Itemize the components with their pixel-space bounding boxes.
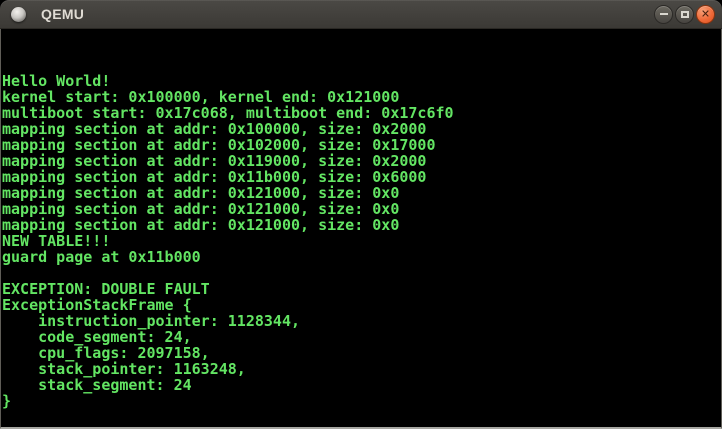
minimize-button[interactable]: [654, 4, 673, 24]
terminal-line: stack_pointer: 1163248,: [2, 360, 246, 378]
terminal-line: instruction_pointer: 1128344,: [2, 312, 301, 330]
terminal-line: mapping section at addr: 0x119000, size:…: [2, 152, 427, 170]
terminal-line: mapping section at addr: 0x11b000, size:…: [2, 168, 427, 186]
terminal-output: Hello World! kernel start: 0x100000, kern…: [1, 73, 721, 409]
minimize-icon: [659, 13, 668, 15]
terminal-line: code_segment: 24,: [2, 328, 192, 346]
terminal-line: [1, 265, 721, 281]
titlebar[interactable]: QEMU ✕: [0, 0, 722, 29]
close-icon: ✕: [700, 7, 711, 20]
maximize-icon: [680, 10, 689, 18]
terminal-line: mapping section at addr: 0x121000, size:…: [2, 216, 400, 234]
terminal-line: }: [2, 392, 12, 410]
terminal-line: multiboot start: 0x17c068, multiboot end…: [2, 104, 454, 122]
terminal-line: ExceptionStackFrame {: [2, 296, 192, 314]
terminal-screen[interactable]: Hello World! kernel start: 0x100000, kern…: [0, 29, 722, 429]
terminal-line: mapping section at addr: 0x100000, size:…: [2, 120, 427, 138]
terminal-line: kernel start: 0x100000, kernel end: 0x12…: [2, 88, 400, 106]
maximize-button[interactable]: [675, 4, 694, 24]
terminal-line: EXCEPTION: DOUBLE FAULT: [2, 280, 210, 298]
terminal-line: Hello World!: [2, 72, 111, 90]
terminal-line: cpu_flags: 2097158,: [2, 344, 210, 362]
window-title: QEMU: [41, 6, 85, 22]
qemu-app-icon: [11, 6, 26, 22]
terminal-line: guard page at 0x11b000: [2, 248, 201, 266]
terminal-line: stack_segment: 24: [2, 376, 192, 394]
close-button[interactable]: ✕: [696, 4, 715, 24]
terminal-line: mapping section at addr: 0x102000, size:…: [2, 136, 436, 154]
terminal-line: mapping section at addr: 0x121000, size:…: [2, 184, 400, 202]
terminal-line: mapping section at addr: 0x121000, size:…: [2, 200, 400, 218]
terminal-line: NEW TABLE!!!: [2, 232, 111, 250]
window-controls: ✕: [654, 4, 715, 24]
